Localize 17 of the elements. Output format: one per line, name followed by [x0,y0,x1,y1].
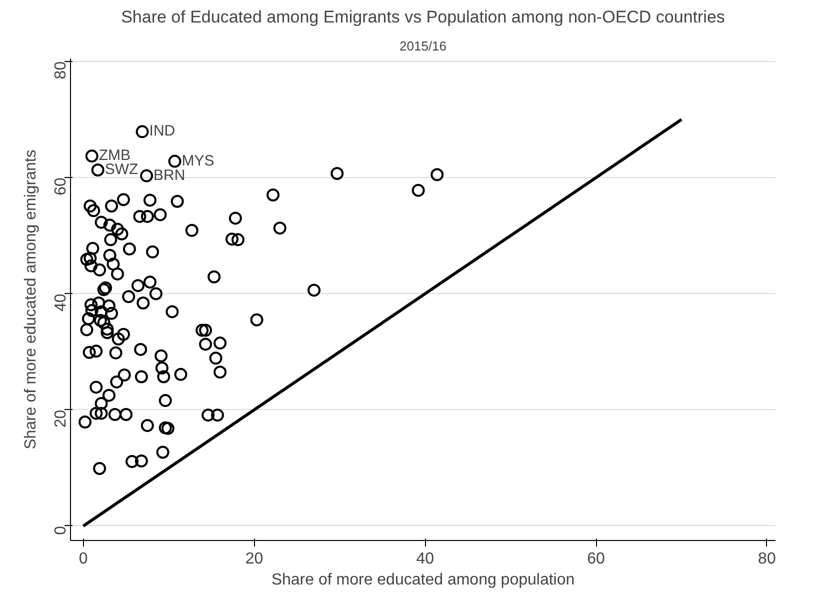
y-tick-label: 20 [52,410,70,428]
x-tick-label: 60 [587,550,606,568]
y-tick-label: 80 [52,61,70,80]
x-axis-title: Share of more educated among population [271,572,575,588]
chart-subtitle: 2015/16 [400,38,447,54]
y-tick-label: 60 [52,177,70,196]
y-tick-label: 40 [52,294,70,312]
x-tick-label: 20 [245,550,264,568]
x-tick-label: 80 [758,550,776,568]
x-tick-label: 0 [78,550,88,568]
y-tick-label: 0 [52,526,70,535]
y-axis-title: Share of more educated among emigrants [22,150,40,450]
annotation: IND [149,122,176,140]
annotation: MYS [182,152,214,170]
annotation: BRN [154,166,186,184]
x-tick-label: 40 [416,550,434,568]
chart-title: Share of Educated among Emigrants vs Population among non-OECD countries [121,8,725,26]
